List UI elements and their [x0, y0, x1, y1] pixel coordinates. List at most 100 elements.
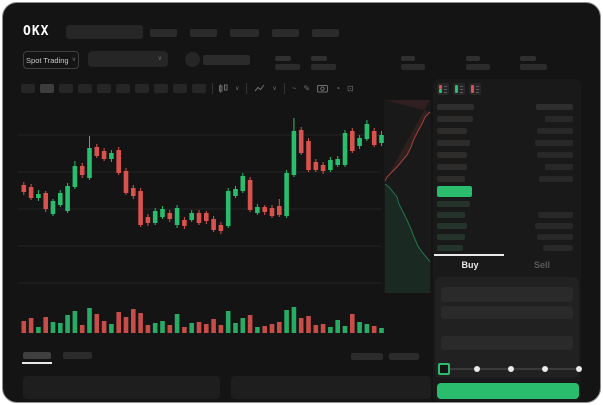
candlestick-chart[interactable] — [3, 3, 600, 402]
chevron-down-icon[interactable]: ∨ — [272, 85, 277, 92]
nav-item[interactable] — [190, 29, 217, 37]
volume-bar — [160, 321, 165, 333]
nav-item[interactable] — [230, 29, 259, 37]
pair-selector-dropdown[interactable]: ∨ — [88, 51, 168, 67]
trade-form-input[interactable] — [441, 336, 573, 350]
amount-bar — [539, 176, 573, 182]
volume-bar — [43, 317, 48, 333]
timeframe-button[interactable] — [21, 84, 35, 93]
orderbook-ask-row[interactable] — [435, 137, 579, 149]
candle-style-icon[interactable] — [218, 83, 228, 94]
amount-bar — [545, 116, 573, 122]
volume-bar — [72, 311, 78, 333]
orderbook-bid-row[interactable] — [435, 231, 579, 242]
bottom-action-placeholder[interactable] — [351, 353, 383, 360]
trade-form-input[interactable] — [441, 287, 573, 302]
nav-item[interactable] — [150, 29, 177, 37]
orderbook-ask-row[interactable] — [435, 113, 579, 125]
amount-bar — [535, 140, 573, 146]
volume-bar — [342, 326, 348, 333]
candle-body — [291, 131, 297, 175]
slider-dot[interactable] — [576, 366, 582, 372]
candle-body — [116, 150, 121, 173]
candle-body — [255, 207, 260, 213]
orderbook-view-bids-icon[interactable] — [453, 83, 465, 95]
candle-body — [58, 193, 63, 205]
orderbook-ask-row[interactable] — [435, 125, 579, 137]
bottom-tab-orders[interactable] — [23, 352, 51, 359]
volume-bar — [255, 327, 260, 333]
ticker-stat-label — [311, 56, 327, 61]
orderbook-bid-row[interactable] — [435, 220, 579, 231]
market-type-selector[interactable]: Spot Trading ∨ — [23, 51, 79, 69]
draw-icon[interactable]: ✎ — [303, 84, 311, 93]
tab-buy[interactable]: Buy — [461, 260, 479, 270]
candle-body — [233, 189, 238, 196]
price-bar — [437, 128, 467, 134]
volume-bar — [247, 315, 253, 333]
orderbook-bid-row[interactable] — [435, 242, 579, 253]
timeframe-button[interactable] — [173, 84, 187, 93]
timeframe-button[interactable] — [154, 84, 168, 93]
candle-body — [94, 147, 100, 156]
slider-dot[interactable] — [508, 366, 514, 372]
tab-sell[interactable]: Sell — [533, 260, 550, 270]
candle-body — [218, 225, 224, 231]
nav-item[interactable] — [312, 29, 339, 37]
volume-bar — [131, 309, 136, 333]
slider-dot[interactable] — [542, 366, 548, 372]
orderbook-view-toggles — [437, 83, 481, 95]
candle-body — [72, 166, 78, 187]
candle-body — [298, 130, 304, 153]
orderbook-bid-row[interactable] — [435, 198, 579, 209]
okx-logo: OKX — [23, 24, 50, 39]
candle-body — [50, 201, 56, 214]
slider-dot[interactable] — [474, 366, 480, 372]
chart-tools: ∨ ∨ ~ ✎ ◔ ⊡ — [218, 83, 354, 94]
orderbook-ask-row[interactable] — [435, 161, 579, 173]
candle-body — [335, 159, 340, 165]
bottom-tab-history[interactable] — [63, 352, 92, 359]
orderbook-view-both-icon[interactable] — [437, 83, 449, 95]
candle-body — [152, 211, 158, 223]
indicators-icon[interactable] — [254, 83, 265, 94]
volume-bar — [109, 324, 114, 333]
timeframe-button[interactable] — [192, 84, 206, 93]
nav-item[interactable] — [272, 29, 299, 37]
orderbook-ask-row[interactable] — [435, 173, 579, 185]
trade-form-input[interactable] — [441, 306, 573, 319]
candle-body — [364, 124, 370, 139]
timeframe-button[interactable] — [59, 84, 73, 93]
bottom-action-placeholder[interactable] — [389, 353, 419, 360]
orderbook-view-asks-icon[interactable] — [469, 83, 481, 95]
submit-buy-button[interactable] — [437, 383, 579, 399]
last-price-bar[interactable] — [437, 186, 472, 197]
ticker-stat-label — [466, 56, 480, 61]
camera-icon[interactable] — [317, 83, 329, 94]
chevron-down-icon[interactable]: ∨ — [235, 85, 240, 92]
wave-icon[interactable]: ~ — [291, 84, 297, 93]
volume-bar — [371, 326, 377, 333]
fullscreen-icon[interactable]: ⊡ — [347, 84, 354, 93]
slider-handle[interactable] — [438, 363, 450, 375]
search-input[interactable] — [66, 25, 143, 39]
timeframe-button[interactable] — [78, 84, 92, 93]
volume-bar — [123, 317, 129, 333]
volume-bar — [21, 321, 27, 333]
volume-bar — [182, 327, 187, 333]
timeframe-button[interactable] — [135, 84, 149, 93]
volume-bar — [218, 325, 224, 333]
candle-body — [240, 176, 246, 191]
volume-bar — [225, 311, 231, 333]
timeframe-button[interactable] — [116, 84, 130, 93]
timeframe-button[interactable] — [40, 84, 54, 93]
amount-bar — [537, 128, 573, 134]
orderbook-bid-row[interactable] — [435, 209, 579, 220]
amount-bar — [537, 152, 573, 158]
ticker-stat-label — [401, 56, 415, 61]
history-icon[interactable]: ◔ — [335, 84, 341, 93]
orderbook-ask-row[interactable] — [435, 149, 579, 161]
timeframe-button[interactable] — [97, 84, 111, 93]
candle-body — [342, 133, 348, 165]
candle-body — [65, 186, 70, 211]
